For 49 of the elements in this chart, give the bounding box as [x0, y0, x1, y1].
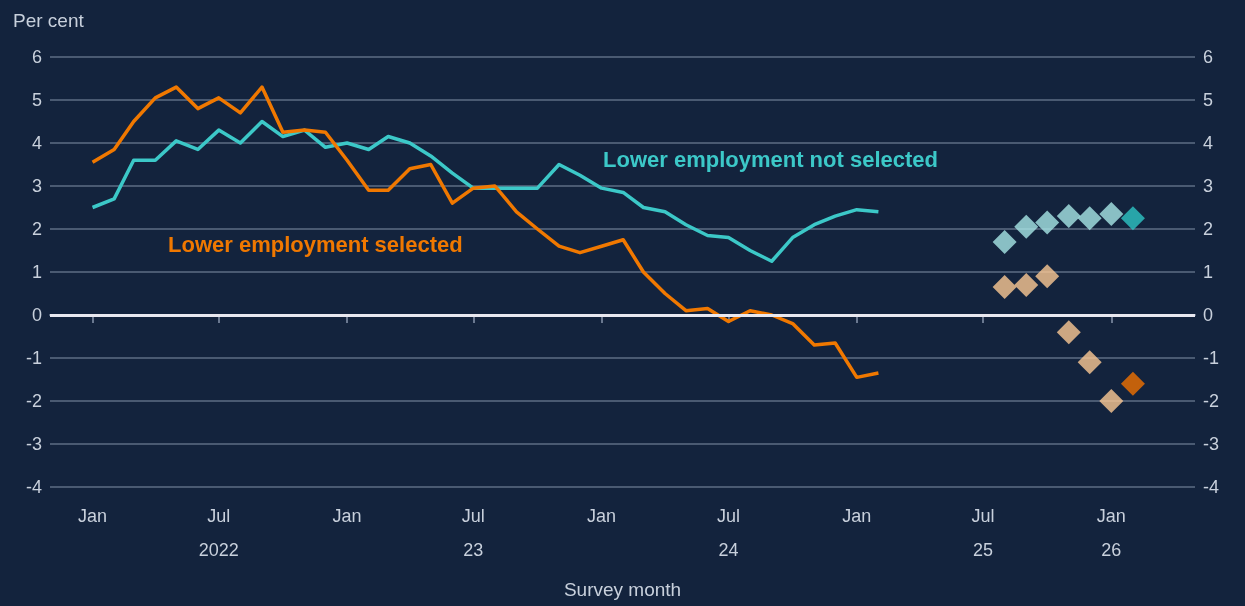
y-tick-label: -3	[25, 434, 42, 454]
point	[1035, 264, 1060, 289]
x-tick-label: Jul 2022	[198, 506, 239, 560]
point	[1099, 389, 1124, 413]
y-axis-title: Per cent	[13, 10, 85, 31]
y2-tick-label: 4	[1203, 133, 1214, 153]
y-tick-label: 1	[31, 262, 42, 282]
x-axis-title: Survey month	[563, 579, 682, 600]
point	[1014, 272, 1039, 297]
x-tick-label: Jan	[332, 506, 362, 526]
point	[1120, 371, 1145, 396]
y-tick-label: 4	[31, 133, 42, 153]
series-label: Lower employment selected	[168, 231, 463, 257]
point	[1056, 320, 1081, 345]
x-tick-label: Jan 26	[1096, 506, 1126, 560]
y-tick-label: 3	[31, 176, 42, 196]
y-tick-label: -1	[25, 348, 42, 368]
y2-tick-label: 3	[1203, 176, 1214, 196]
point	[1056, 204, 1081, 229]
y2-tick-label: -3	[1203, 434, 1220, 454]
point	[1077, 206, 1102, 231]
x-tick-label: Jan	[78, 506, 108, 526]
point	[1035, 210, 1060, 235]
x-tick-label: Jan	[587, 506, 617, 526]
y2-tick-label: 5	[1203, 90, 1214, 110]
y-tick-label: -4	[25, 477, 42, 497]
series-label: Lower employment not selected	[603, 146, 938, 172]
x-tick-label: Jul 25	[971, 506, 995, 560]
point	[1120, 206, 1145, 231]
y2-tick-label: 6	[1203, 47, 1214, 67]
point	[1077, 350, 1102, 375]
y-tick-label: 2	[31, 219, 42, 239]
y-tick-label: 0	[31, 305, 42, 325]
y2-tick-label: 1	[1203, 262, 1214, 282]
x-tick-label: Jul 23	[461, 506, 485, 560]
y2-tick-label: 2	[1203, 219, 1214, 239]
point	[992, 229, 1017, 254]
point	[1014, 214, 1039, 239]
y-tick-label: 5	[31, 90, 42, 110]
x-tick-label: Jan	[842, 506, 872, 526]
y-tick-label: 6	[31, 47, 42, 67]
y2-tick-label: 0	[1203, 305, 1214, 325]
y2-tick-label: -2	[1203, 391, 1220, 411]
point	[992, 275, 1017, 300]
x-tick-label: Jul 24	[716, 506, 740, 560]
y2-tick-label: -1	[1203, 348, 1220, 368]
point	[1099, 201, 1124, 226]
y-tick-label: -2	[25, 391, 42, 411]
y2-tick-label: -4	[1203, 477, 1220, 497]
